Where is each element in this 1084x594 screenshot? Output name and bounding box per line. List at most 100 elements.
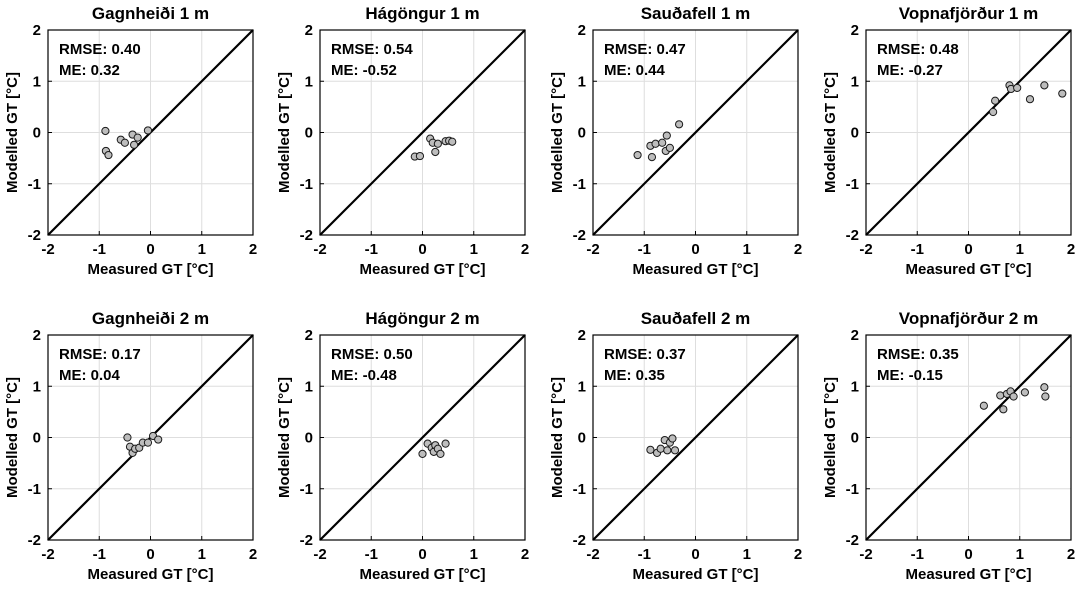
x-axis-label: Measured GT [°C] [905,261,1031,278]
data-point [1009,392,1018,401]
data-point [418,449,427,458]
one-to-one-line [865,29,1072,236]
y-axis-label: Modelled GT [°C] [276,72,293,193]
x-tick-label: 2 [521,546,529,563]
y-tick-label: -2 [573,532,586,549]
x-tick-label: -1 [638,546,651,563]
data-point [436,449,445,458]
x-tick-label: -1 [93,546,106,563]
data-point [633,150,642,160]
y-tick-label: 0 [851,125,859,142]
x-tick-label: 2 [794,241,802,258]
chart-panel: -2 -1 0 1 2 -2 -1 0 1 2 Gagnheiði 2 m Measured GT [… [4,309,257,583]
x-tick-label: -1 [911,241,924,258]
x-tick-label: -2 [859,241,872,258]
data-point [123,433,132,442]
x-tick-label: 2 [249,546,257,563]
y-axis-label: Modelled GT [°C] [4,377,21,498]
data-point [1058,89,1067,98]
x-axis-label: Measured GT [°C] [632,566,758,583]
me-annotation: ME: 0.04 [59,367,121,384]
data-point [433,139,442,148]
me-annotation: ME: -0.27 [877,62,943,79]
x-axis-label: Measured GT [°C] [359,566,485,583]
x-tick-label: 2 [1067,546,1075,563]
chart-panel: -2 -1 0 1 2 -2 -1 0 1 2 Hágöngur 1 m Measured GT [°… [276,4,529,278]
me-annotation: ME: 0.44 [604,62,666,79]
data-point [991,96,1000,105]
x-tick-label: 2 [521,241,529,258]
y-tick-label: -2 [846,532,859,549]
rmse-annotation: RMSE: 0.50 [331,346,413,363]
x-tick-label: -2 [313,241,326,258]
x-tick-label: 0 [964,546,972,563]
data-point [646,445,655,454]
x-tick-label: -1 [93,241,106,258]
one-to-one-line [592,334,799,541]
data-point [999,405,1008,414]
x-tick-label: 0 [418,241,426,258]
x-tick-label: -1 [365,546,378,563]
y-axis-label: Modelled GT [°C] [822,377,839,498]
data-point [658,138,667,147]
x-tick-label: 0 [418,546,426,563]
y-tick-label: -1 [846,176,859,193]
x-tick-label: 1 [470,546,478,563]
rmse-annotation: RMSE: 0.37 [604,346,686,363]
chart-panel: -2 -1 0 1 2 -2 -1 0 1 2 Vopnafjörður 1 m Measured G… [822,4,1075,278]
x-tick-label: -2 [313,546,326,563]
y-tick-label: 0 [33,125,41,142]
y-tick-label: 0 [851,430,859,447]
y-tick-label: 1 [305,378,313,395]
y-tick-label: 0 [578,125,586,142]
y-tick-label: 1 [851,378,859,395]
chart-title: Gagnheiði 2 m [92,309,209,328]
data-point [665,143,674,152]
x-tick-label: 0 [691,241,699,258]
x-tick-label: -2 [586,241,599,258]
x-tick-label: 1 [743,241,751,258]
y-tick-label: -1 [573,481,586,498]
x-axis-label: Measured GT [°C] [905,566,1031,583]
x-tick-label: -1 [911,546,924,563]
x-tick-label: 2 [249,241,257,258]
y-tick-label: -1 [28,481,41,498]
data-point [441,439,450,448]
y-tick-label: 2 [851,22,859,39]
y-tick-label: 2 [33,22,41,39]
rmse-annotation: RMSE: 0.47 [604,41,686,58]
x-tick-label: 0 [146,241,154,258]
x-tick-label: -2 [859,546,872,563]
chart-title: Vopnafjörður 2 m [899,309,1038,328]
y-tick-label: -1 [300,481,313,498]
chart-title: Sauðafell 2 m [641,309,751,328]
x-tick-label: 0 [146,546,154,563]
x-tick-label: 1 [198,546,206,563]
y-tick-label: 0 [305,125,313,142]
x-tick-label: 1 [198,241,206,258]
one-to-one-line [865,334,1072,541]
me-annotation: ME: -0.48 [331,367,397,384]
data-point [154,435,163,444]
data-point [1041,392,1050,401]
one-to-one-line [319,29,526,236]
y-axis-label: Modelled GT [°C] [276,377,293,498]
x-tick-label: 0 [691,546,699,563]
y-tick-label: -1 [300,176,313,193]
data-point [662,131,671,140]
chart-title: Sauðafell 1 m [641,4,751,23]
one-to-one-line [319,334,526,541]
x-tick-label: 1 [1016,241,1024,258]
rmse-annotation: RMSE: 0.35 [877,346,959,363]
rmse-annotation: RMSE: 0.40 [59,41,141,58]
data-point [101,126,110,136]
y-tick-label: 2 [578,327,586,344]
y-tick-label: 2 [851,327,859,344]
data-point [120,138,129,147]
y-tick-label: -1 [28,176,41,193]
y-tick-label: -2 [846,227,859,244]
chart-panel: -2 -1 0 1 2 -2 -1 0 1 2 Vopnafjörður 2 m Measured G… [822,309,1075,583]
data-point [431,147,440,157]
data-point [448,137,457,146]
chart-panel: -2 -1 0 1 2 -2 -1 0 1 2 Hágöngur 2 m Measured GT [°… [276,309,529,583]
